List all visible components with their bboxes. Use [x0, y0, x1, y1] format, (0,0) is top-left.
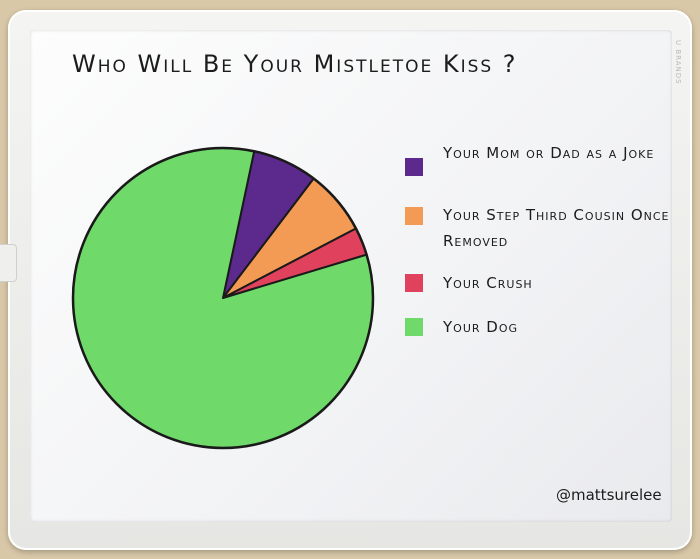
legend-label-dog: Your Dog — [443, 318, 519, 336]
legend-label-mom-dad: Your Mom or Dad as a Joke — [443, 144, 655, 162]
legend-swatch-crush — [405, 274, 423, 292]
legend-label-step-cousin: Your Step Third Cousin Once Removed — [443, 206, 670, 250]
legend-swatch-step-cousin — [405, 207, 423, 225]
pie-outline — [71, 146, 375, 450]
legend-swatch-mom-dad — [405, 158, 423, 176]
legend-swatch-dog — [405, 318, 423, 336]
chart-title: Who Will Be Your Mistletoe Kiss ? — [72, 50, 518, 78]
board-clip — [0, 244, 17, 282]
artist-handle: @mattsurelee — [556, 486, 662, 504]
brand-mark: U BRANDS — [674, 40, 682, 85]
legend-label-crush: Your Crush — [443, 274, 533, 292]
